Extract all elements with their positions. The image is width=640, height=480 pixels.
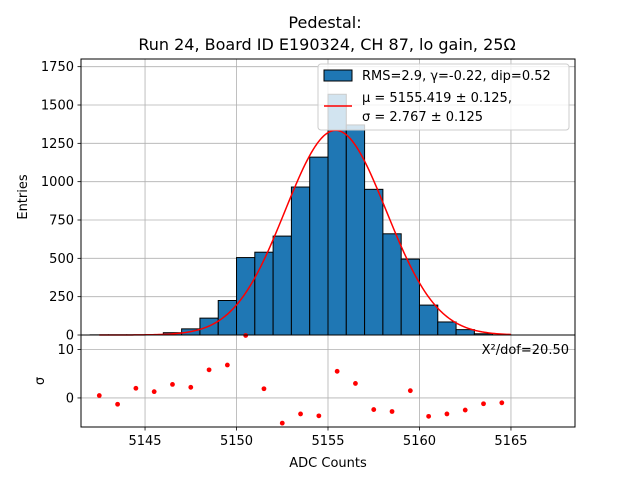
histogram-bar: [309, 156, 329, 336]
histogram-bar: [437, 321, 457, 336]
residual-point: [96, 393, 102, 398]
residual-point: [261, 386, 267, 392]
histogram-y-tick-label: 1500: [41, 99, 74, 114]
residual-point: [426, 413, 432, 419]
x-tick-label: 5160: [403, 434, 436, 449]
legend-box: [317, 63, 570, 131]
histogram-y-ticks: 0 250 500 750 1000 1250 1500 1750: [41, 60, 81, 344]
residual-point: [334, 368, 340, 374]
residual-point: [444, 411, 450, 417]
residual-point: [279, 420, 285, 426]
histogram-bar: [418, 304, 439, 336]
histogram-y-tick-label: 1750: [41, 60, 74, 75]
residual-point: [353, 381, 358, 386]
histogram-y-tick-label: 1250: [41, 137, 74, 152]
residual-points: [96, 333, 505, 426]
residual-point: [316, 413, 322, 419]
histogram-y-tick-label: 250: [49, 290, 74, 305]
x-tick-label: 5155: [311, 434, 344, 449]
histogram-y-tick-label: 0: [66, 329, 74, 344]
chi2-annotation: X²/dof=20.50: [482, 343, 569, 358]
residual-point: [407, 388, 413, 394]
histogram-bar: [382, 233, 402, 336]
x-tick-label: 5165: [494, 434, 527, 449]
residual-grid: [81, 335, 575, 427]
histogram-y-axis-label: Entries: [16, 174, 31, 220]
legend-label-histogram: RMS=2.9, γ=-0.22, dip=0.52: [362, 69, 551, 84]
residual-panel: 010 5145 5150 5155 5160 5165 X²/dof=20.50 σ …: [33, 333, 576, 471]
residual-y-tick-label: 10: [57, 343, 74, 358]
histogram-bar: [217, 300, 238, 336]
histogram-bar: [400, 258, 420, 336]
residual-y-tick-label: 0: [66, 391, 74, 406]
residual-point: [224, 362, 230, 368]
chart-title-line1: Pedestal:: [288, 13, 361, 32]
legend-label-fit-mu: μ = 5155.419 ± 0.125,: [362, 91, 512, 106]
legend-patch-swatch: [323, 69, 353, 82]
residual-point: [298, 411, 303, 417]
residual-y-axis-label: σ: [33, 377, 48, 385]
residual-point: [151, 389, 157, 395]
residual-point: [206, 367, 212, 373]
histogram-bar: [254, 251, 274, 336]
residual-point: [499, 400, 505, 406]
histogram-bar: [455, 329, 475, 336]
residual-point: [481, 401, 486, 407]
x-tick-label: 5150: [220, 434, 253, 449]
legend-label-fit-sigma: σ = 2.767 ± 0.125: [362, 110, 483, 125]
residual-point: [188, 384, 194, 390]
histogram-bar: [272, 235, 292, 336]
histogram-bar: [236, 257, 256, 336]
residual-point: [462, 407, 468, 413]
residual-x-ticks: 5145 5150 5155 5160 5165: [128, 427, 528, 449]
chart-title-line2: Run 24, Board ID E190324, CH 87, lo gain…: [138, 35, 515, 54]
histogram-y-tick-label: 1000: [41, 175, 74, 190]
residual-point: [371, 407, 377, 412]
legend: RMS=2.9, γ=-0.22, dip=0.52 μ = 5155.419 …: [317, 63, 570, 131]
x-tick-label: 5145: [128, 434, 161, 449]
residual-point: [133, 385, 139, 391]
x-axis-label: ADC Counts: [289, 456, 367, 471]
gaussian-fit-curve: [99, 129, 511, 336]
histogram-bar: [290, 186, 311, 336]
residual-y-ticks: 0 10: [57, 343, 81, 406]
residual-point: [115, 401, 120, 407]
histogram-bar: [364, 188, 384, 336]
residual-point: [389, 409, 395, 414]
histogram-panel: 0 250 500 750 1000 1250 1500 1750 Entries RMS=2…: [16, 58, 576, 344]
histogram-y-tick-label: 750: [49, 214, 74, 229]
histogram-y-tick-label: 500: [49, 252, 74, 267]
residual-point: [170, 381, 175, 387]
